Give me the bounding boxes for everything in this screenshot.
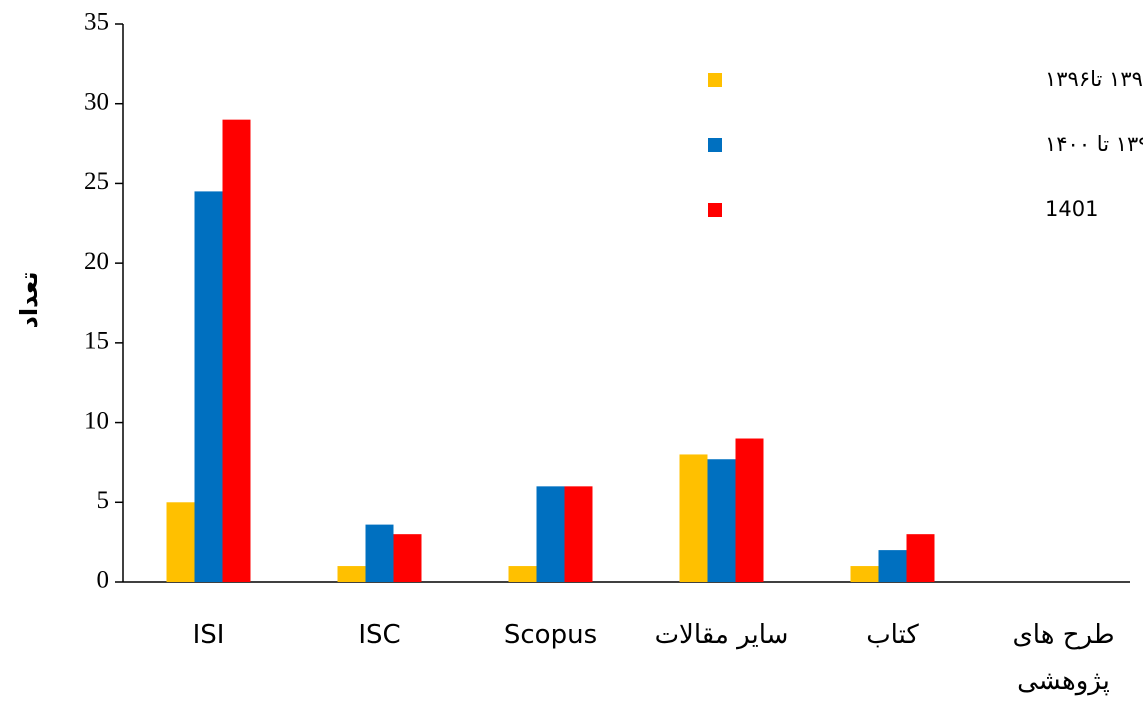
x-tick-label: Scopus <box>503 620 598 650</box>
x-tick-label: ISC <box>358 620 401 650</box>
bar <box>906 534 935 582</box>
x-tick-label: ISI <box>192 620 225 650</box>
bar <box>508 566 537 582</box>
bar <box>679 454 708 582</box>
legend-label: میانگین سالهای ۱۳۹۷ تا ۱۴۰۰ <box>1045 132 1143 156</box>
bar <box>707 459 736 582</box>
x-tick-label: سایر مقالات <box>654 620 789 650</box>
y-tick-label: 0 <box>97 567 110 594</box>
legend-marker <box>708 203 722 217</box>
y-tick-label: 5 <box>97 487 110 514</box>
y-tick-label: 25 <box>84 168 109 195</box>
x-tick-label: کتاب <box>866 620 919 650</box>
y-tick-label: 35 <box>84 9 109 36</box>
bar <box>735 438 764 582</box>
bar <box>536 486 565 582</box>
bar <box>564 486 593 582</box>
legend-marker <box>708 73 722 87</box>
bar <box>166 502 195 582</box>
y-tick-label: 30 <box>84 88 109 115</box>
y-tick-label: 15 <box>84 328 109 355</box>
bar <box>878 550 907 582</box>
bar <box>393 534 422 582</box>
bar <box>222 119 251 583</box>
y-tick-label: 10 <box>84 407 109 434</box>
x-tick-label: طرح های پژوهشی <box>1012 620 1115 696</box>
bar <box>365 524 394 582</box>
y-axis-label: تعداد <box>15 272 43 329</box>
legend-marker <box>708 138 722 152</box>
bar <box>194 191 223 582</box>
bar <box>850 566 879 582</box>
legend-label: 1401 <box>1045 197 1098 221</box>
y-tick-label: 20 <box>84 248 109 275</box>
bar <box>337 566 366 582</box>
legend-label: میانگین سالهای ۱۳۹۳ تا۱۳۹۶ <box>1045 67 1143 91</box>
